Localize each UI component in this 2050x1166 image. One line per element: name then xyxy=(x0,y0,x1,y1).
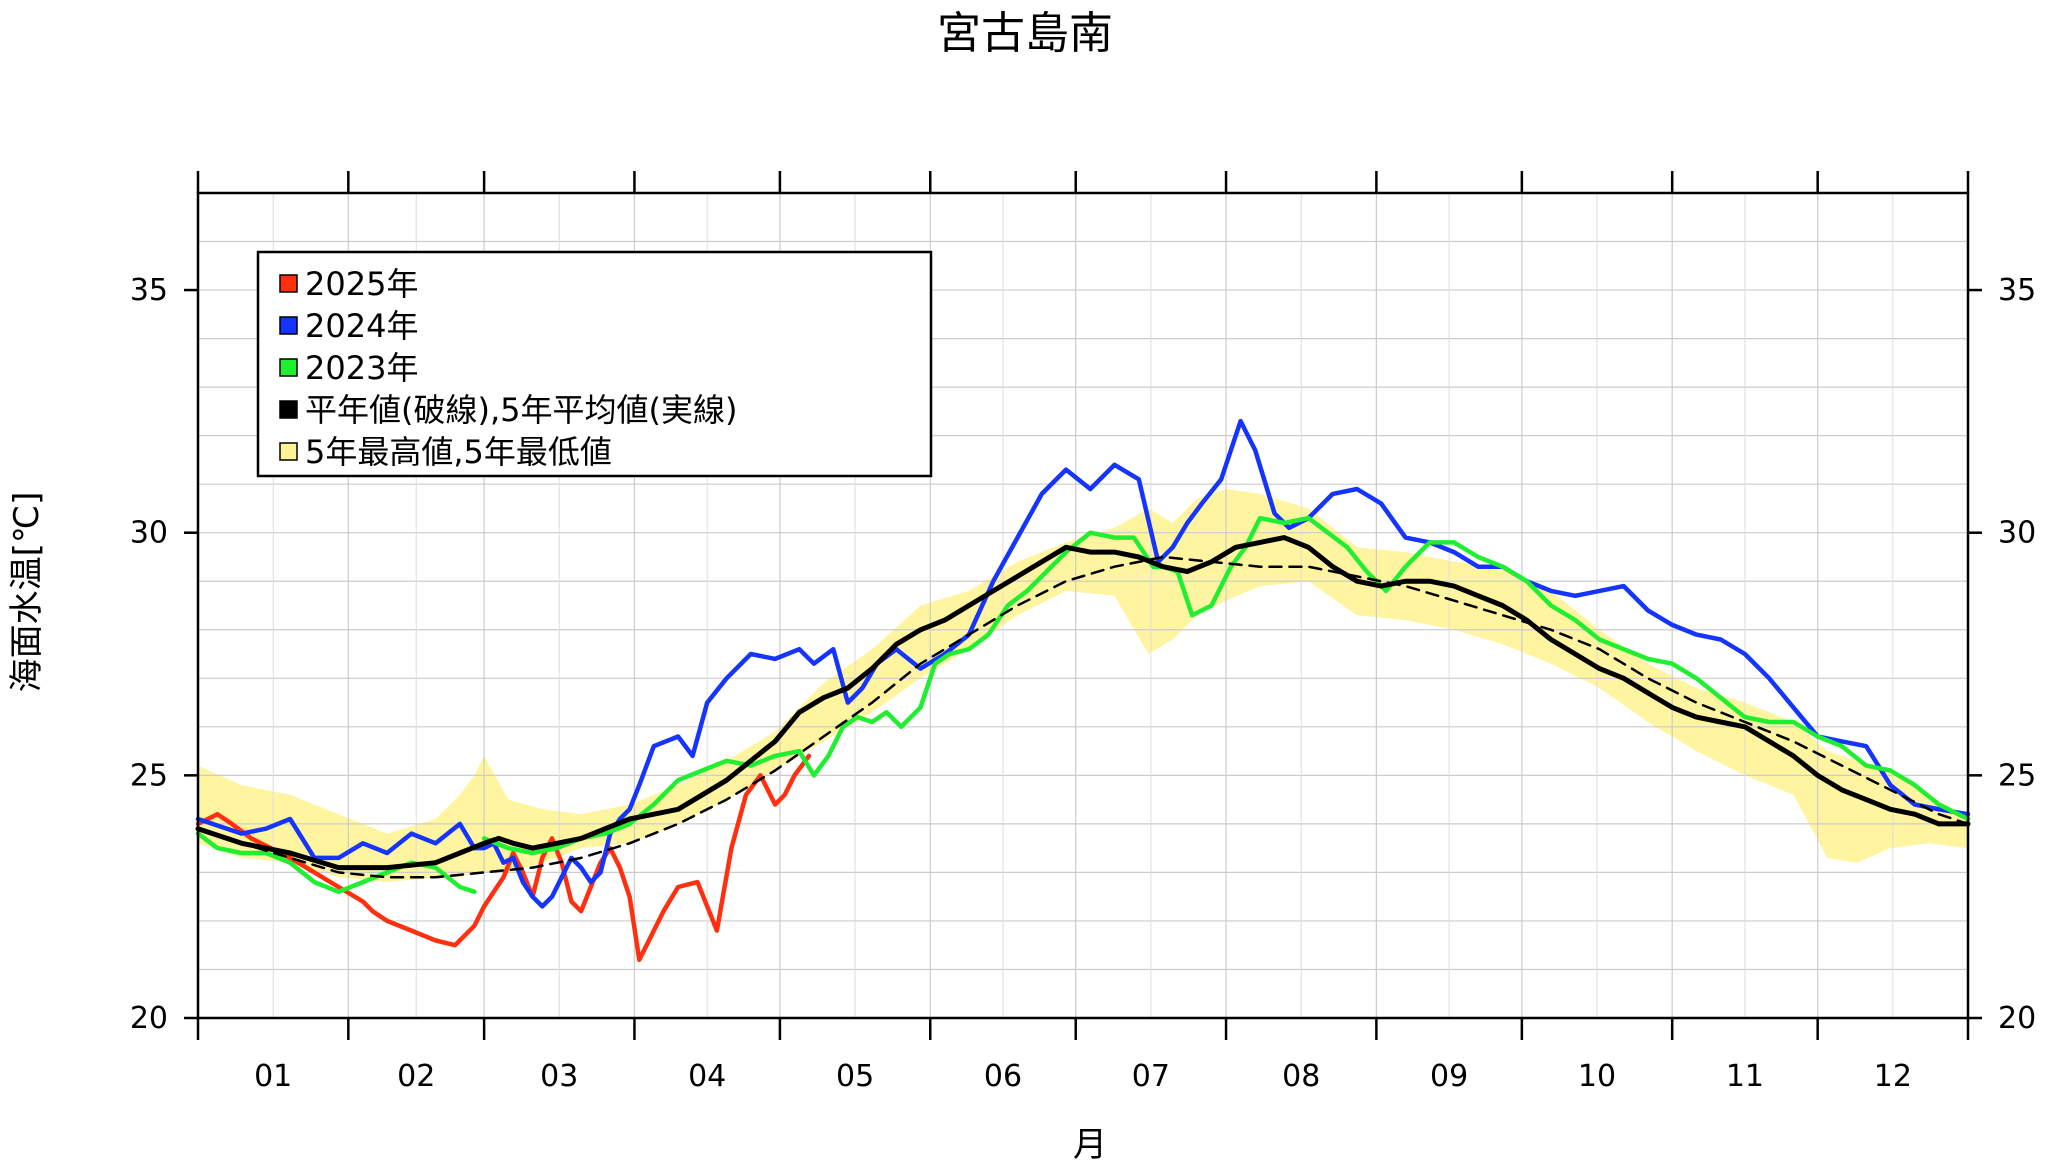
y-tick-label-left: 30 xyxy=(130,516,168,551)
y-axis-label: 海面水温[℃] xyxy=(7,492,47,693)
x-axis-label: 月 xyxy=(1073,1125,1107,1165)
series-line-2 xyxy=(195,831,477,895)
legend-swatch xyxy=(279,316,298,335)
legend-label: 2023年 xyxy=(305,349,418,387)
y-tick-label-right: 25 xyxy=(1998,758,2036,793)
x-tick-label: 09 xyxy=(1430,1059,1468,1094)
band-area xyxy=(198,489,1968,883)
plot-frame xyxy=(196,191,1970,1020)
series-line-1 xyxy=(195,418,1971,909)
x-tick-label: 05 xyxy=(836,1059,874,1094)
x-tick-label: 04 xyxy=(688,1059,726,1094)
y-tick-label-left: 20 xyxy=(130,1001,168,1036)
series-line-4 xyxy=(195,535,1971,871)
x-tick-label: 06 xyxy=(984,1059,1022,1094)
x-tick-label: 03 xyxy=(540,1059,578,1094)
legend-label: 2024年 xyxy=(305,307,418,345)
tick-layer: 20 20 25 25 30 30 35 35 01 02 03 04 05 06 07 08 09 10 11 12 xyxy=(130,171,2036,1094)
y-tick-label-right: 20 xyxy=(1998,1001,2036,1036)
series-line-5 xyxy=(196,555,1970,879)
y-tick-label-right: 30 xyxy=(1998,516,2036,551)
band-layer xyxy=(198,489,1968,883)
chart-title: 宮古島南 xyxy=(937,8,1113,59)
legend-label: 平年値(破線),5年平均値(実線) xyxy=(305,391,737,429)
x-tick-label: 02 xyxy=(397,1059,435,1094)
x-tick-label: 08 xyxy=(1282,1059,1320,1094)
y-tick-label-right: 35 xyxy=(1998,273,2036,308)
series-layer xyxy=(195,418,1971,963)
legend-label: 5年最高値,5年最低値 xyxy=(305,433,612,471)
y-tick-label-left: 35 xyxy=(130,273,168,308)
legend-swatch xyxy=(279,400,298,419)
x-tick-label: 12 xyxy=(1874,1059,1912,1094)
legend-box xyxy=(256,250,933,478)
legend-swatch xyxy=(279,274,298,293)
x-tick-label: 07 xyxy=(1132,1059,1170,1094)
x-tick-label: 01 xyxy=(254,1059,292,1094)
legend-swatch xyxy=(279,442,298,461)
x-tick-label: 11 xyxy=(1726,1059,1764,1094)
y-tick-label-left: 25 xyxy=(130,758,168,793)
legend-swatch xyxy=(279,358,298,377)
legend-label: 2025年 xyxy=(305,265,418,303)
x-tick-label: 10 xyxy=(1578,1059,1616,1094)
